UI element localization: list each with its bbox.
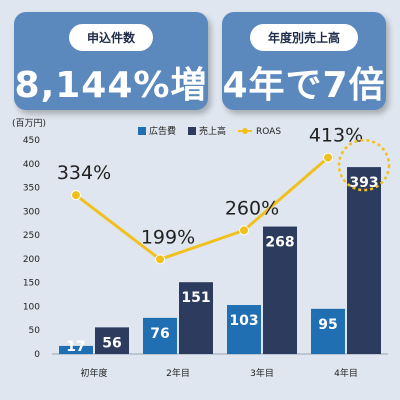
bar-value-label: 151 bbox=[181, 290, 210, 306]
bar-value-label: 76 bbox=[150, 326, 169, 342]
roas-line bbox=[75, 156, 329, 262]
bar bbox=[311, 308, 345, 354]
y-tick-label: 400 bbox=[23, 160, 40, 170]
y-axis-unit-label: (百万円) bbox=[12, 118, 46, 129]
y-tick-label: 300 bbox=[23, 207, 40, 217]
applications-label: 申込件数 bbox=[68, 24, 154, 51]
bar bbox=[227, 305, 261, 354]
x-tick-label: 3年目 bbox=[250, 367, 274, 379]
bar-value-label: 393 bbox=[349, 175, 378, 191]
legend-label: ROAS bbox=[256, 127, 281, 137]
legend-swatch bbox=[188, 127, 196, 135]
roas-point bbox=[239, 225, 249, 236]
y-tick-label: 250 bbox=[23, 231, 40, 241]
roas-label: 260% bbox=[225, 197, 279, 219]
y-tick-label: 50 bbox=[29, 326, 41, 336]
roas-point bbox=[155, 254, 165, 265]
applications-card: 申込件数 8,144%増 bbox=[14, 12, 208, 110]
roas-point bbox=[323, 152, 333, 163]
highlight-circle bbox=[337, 138, 391, 192]
legend-label: 広告費 bbox=[149, 125, 176, 137]
legend-swatch bbox=[138, 127, 146, 135]
y-tick-label: 450 bbox=[23, 136, 40, 146]
bar-value-label: 17 bbox=[66, 339, 85, 355]
bar bbox=[263, 226, 297, 354]
bar-value-label: 103 bbox=[229, 313, 258, 329]
y-tick-label: 350 bbox=[23, 184, 40, 194]
legend-label: 売上高 bbox=[199, 125, 226, 137]
roas-label: 334% bbox=[57, 162, 111, 184]
roas-point bbox=[71, 190, 81, 201]
y-tick-label: 200 bbox=[23, 255, 40, 265]
x-tick-label: 初年度 bbox=[80, 367, 107, 379]
x-tick-label: 2年目 bbox=[166, 367, 190, 379]
y-tick-label: 0 bbox=[34, 350, 40, 360]
bar bbox=[95, 327, 129, 354]
roas-label: 413% bbox=[309, 125, 363, 147]
bar bbox=[179, 282, 213, 354]
bar-value-label: 56 bbox=[102, 335, 121, 351]
bar bbox=[59, 345, 93, 354]
x-tick-label: 4年目 bbox=[334, 367, 358, 379]
bar-value-label: 95 bbox=[318, 317, 337, 333]
sales-value: 4年で7倍 bbox=[222, 65, 386, 106]
bar-value-label: 268 bbox=[265, 235, 294, 251]
applications-value: 8,144%増 bbox=[14, 65, 208, 106]
roas-label: 199% bbox=[141, 226, 195, 248]
sales-card: 年度別売上高 4年で7倍 bbox=[222, 12, 386, 110]
y-tick-label: 100 bbox=[23, 302, 40, 312]
sales-label: 年度別売上高 bbox=[249, 24, 359, 51]
bar bbox=[143, 317, 177, 354]
bar bbox=[347, 167, 381, 354]
y-tick-label: 150 bbox=[23, 279, 40, 289]
legend-line-marker bbox=[242, 128, 248, 134]
